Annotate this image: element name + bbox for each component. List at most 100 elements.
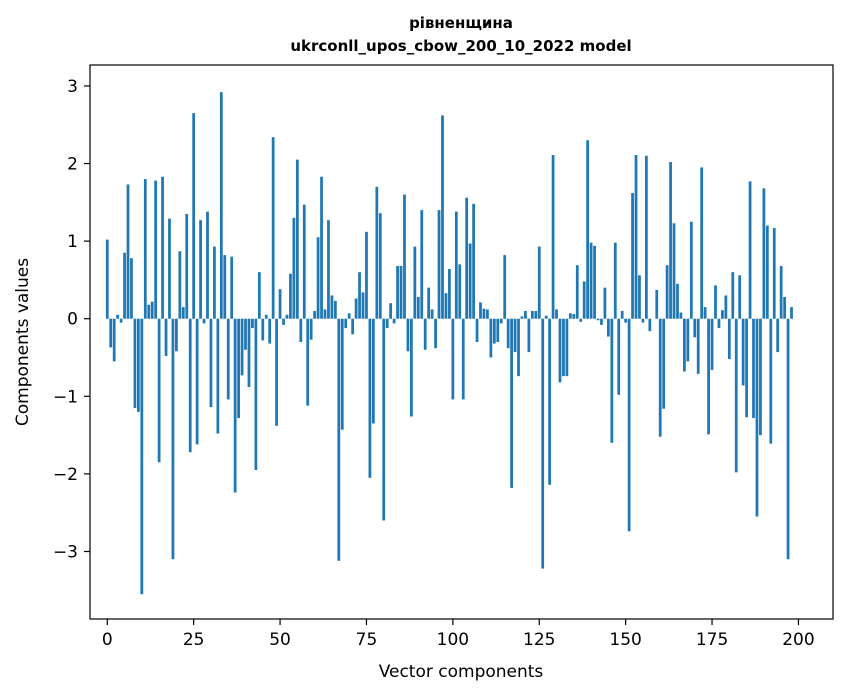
bar-181 — [731, 272, 735, 319]
bar-134 — [568, 313, 572, 319]
bar-48 — [271, 137, 275, 319]
bar-27 — [199, 220, 202, 319]
bar-50 — [278, 289, 282, 319]
bar-32 — [216, 318, 220, 434]
y-tick-label: 0 — [67, 310, 78, 330]
bar-124 — [534, 310, 538, 319]
bar-112 — [492, 318, 496, 344]
bar-150 — [624, 318, 628, 323]
bar-17 — [164, 318, 168, 356]
bar-107 — [475, 318, 479, 342]
bar-61 — [316, 237, 320, 319]
x-tick-label: 50 — [269, 630, 291, 650]
bar-8 — [133, 318, 137, 408]
bar-110 — [486, 309, 489, 319]
bar-54 — [292, 217, 296, 319]
bar-102 — [458, 264, 462, 319]
bar-67 — [337, 318, 341, 561]
bar-100 — [451, 318, 455, 400]
bar-62 — [320, 176, 323, 319]
bars-group — [105, 92, 793, 595]
x-tick-label: 125 — [523, 630, 555, 650]
bar-92 — [423, 318, 427, 350]
bar-73 — [358, 272, 361, 319]
bar-60 — [313, 310, 317, 319]
bar-91 — [420, 210, 424, 319]
bar-169 — [689, 221, 693, 319]
bar-26 — [195, 318, 199, 445]
bar-185 — [745, 318, 748, 418]
y-tick-label: −1 — [53, 387, 78, 407]
bar-189 — [759, 318, 762, 436]
bar-168 — [686, 318, 690, 362]
bar-173 — [703, 307, 707, 319]
bar-38 — [237, 318, 240, 419]
bar-84 — [396, 265, 399, 319]
bar-149 — [620, 310, 624, 319]
bar-154 — [638, 275, 641, 319]
bar-51 — [282, 318, 285, 325]
bar-96 — [437, 210, 441, 319]
bar-94 — [430, 309, 434, 319]
bar-117 — [510, 318, 513, 488]
bar-57 — [302, 204, 306, 319]
bar-74 — [361, 292, 365, 319]
bar-183 — [738, 275, 742, 319]
bar-190 — [762, 188, 766, 319]
bar-65 — [330, 295, 334, 319]
bar-127 — [544, 315, 548, 319]
bar-30 — [209, 318, 213, 408]
bar-88 — [410, 318, 413, 417]
bar-111 — [489, 318, 493, 358]
x-axis-label: Vector components — [379, 662, 544, 682]
bar-191 — [765, 225, 769, 319]
bar-143 — [600, 318, 603, 325]
bar-157 — [648, 318, 652, 332]
bar-41 — [247, 318, 251, 387]
bar-182 — [734, 318, 738, 473]
bar-138 — [582, 281, 586, 319]
bar-14 — [154, 180, 158, 319]
bar-24 — [188, 318, 192, 453]
bar-52 — [285, 314, 289, 319]
bar-2 — [112, 318, 116, 362]
bar-144 — [603, 287, 607, 319]
bar-97 — [441, 115, 444, 319]
y-axis-label: Components values — [13, 258, 33, 426]
bar-153 — [634, 155, 638, 319]
bar-33 — [219, 92, 223, 319]
bar-66 — [333, 300, 337, 319]
bar-13 — [150, 301, 154, 319]
bar-10 — [140, 318, 144, 595]
bar-171 — [696, 318, 700, 374]
bar-18 — [168, 218, 171, 319]
bar-126 — [541, 318, 545, 569]
chart-title: рівненщина — [409, 14, 513, 32]
bar-101 — [454, 211, 458, 319]
chart-subtitle: ukrconll_upos_cbow_200_10_2022 model — [290, 37, 631, 55]
bar-109 — [482, 308, 486, 319]
bar-7 — [130, 258, 133, 319]
bar-56 — [299, 318, 303, 342]
bar-45 — [261, 318, 265, 341]
bar-9 — [137, 318, 140, 412]
x-tick-label: 25 — [183, 630, 205, 650]
bar-133 — [565, 318, 569, 377]
bar-125 — [537, 246, 541, 319]
bar-81 — [385, 318, 389, 329]
y-tick-label: 3 — [67, 77, 78, 97]
bar-63 — [323, 309, 327, 319]
bar-115 — [503, 255, 507, 319]
bar-25 — [192, 113, 196, 319]
bar-145 — [606, 318, 610, 337]
x-axis-ticks: 0 25 50 75 100 125 150 175 200 — [102, 619, 815, 650]
bar-163 — [669, 161, 672, 319]
bar-152 — [631, 193, 634, 319]
bar-82 — [389, 303, 393, 319]
bar-64 — [327, 220, 330, 319]
bar-141 — [593, 245, 596, 319]
bar-31 — [213, 246, 216, 319]
bar-146 — [610, 318, 614, 443]
bar-19 — [171, 318, 175, 560]
